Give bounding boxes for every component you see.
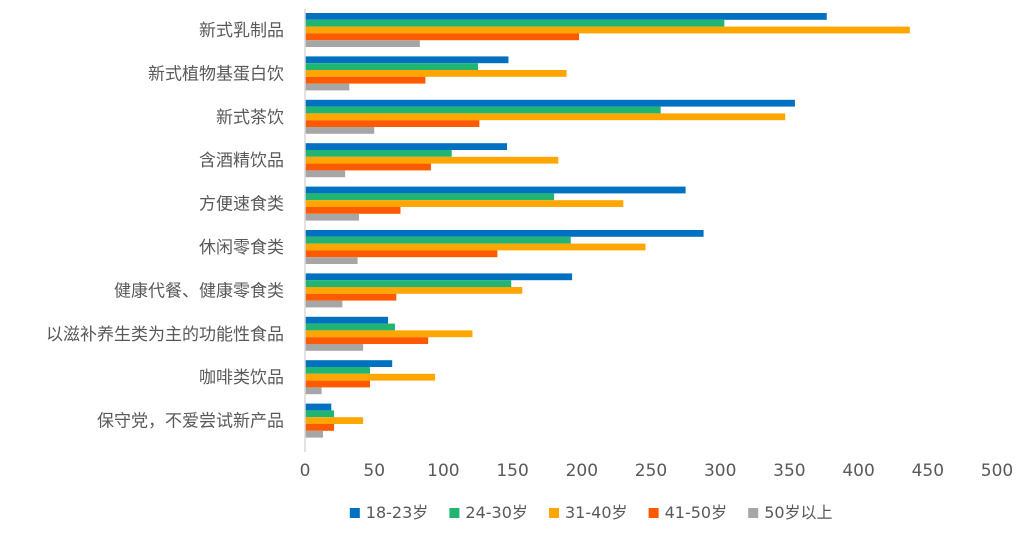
x-tick-label: 100	[427, 461, 459, 481]
legend-swatch	[648, 508, 659, 518]
x-tick-label: 50	[363, 461, 385, 481]
bar-1-8	[305, 316, 389, 324]
legend-label: 31-40岁	[565, 503, 628, 522]
category-label: 新式乳制品	[199, 21, 284, 41]
category-label: 方便速食类	[199, 195, 284, 215]
bar-3-9	[305, 373, 436, 381]
x-tick-label: 300	[704, 461, 736, 481]
legend-label: 41-50岁	[665, 503, 728, 522]
bar-3-3	[305, 113, 786, 121]
bar-5-9	[305, 387, 322, 395]
legend-label: 24-30岁	[465, 503, 528, 522]
legend: 18-23岁 24-30岁 31-40岁 41-50岁 50岁以上	[349, 503, 833, 522]
bar-2-8	[305, 323, 395, 331]
x-tick-label: 450	[912, 461, 944, 481]
bar-1-1	[305, 13, 827, 20]
category-label: 以滋补养生类为主的功能性食品	[46, 325, 284, 345]
bar-2-1	[305, 19, 725, 27]
bar-3-7	[305, 287, 523, 294]
bar-4-9	[305, 380, 371, 388]
x-tick-label: 200	[566, 461, 598, 481]
bar-2-2	[305, 63, 478, 70]
x-tick-label: 400	[842, 461, 874, 481]
bar-1-4	[305, 143, 508, 150]
y-axis-labels: 新式乳制品新式植物基蛋白饮新式茶饮含酒精饮品方便速食类休闲零食类健康代餐、健康零…	[46, 21, 284, 432]
category-label: 保守党，不爱尝试新产品	[97, 412, 284, 432]
bar-1-6	[305, 230, 704, 237]
legend-swatch	[349, 508, 360, 518]
bar-5-6	[305, 257, 358, 264]
legend-swatch	[748, 508, 759, 518]
bar-5-7	[305, 300, 343, 308]
bar-3-4	[305, 156, 559, 164]
bar-3-1	[305, 26, 910, 34]
bar-4-1	[305, 33, 580, 41]
bar-4-10	[305, 424, 335, 431]
category-label: 咖啡类饮品	[199, 368, 284, 388]
category-label: 健康代餐、健康零食类	[114, 281, 284, 301]
bar-3-5	[305, 200, 624, 207]
legend-swatch	[449, 508, 460, 518]
x-tick-label: 0	[300, 461, 311, 481]
bar-4-5	[305, 207, 401, 214]
bar-1-10	[305, 403, 332, 411]
bar-5-2	[305, 83, 350, 91]
bar-1-5	[305, 186, 686, 194]
bar-3-2	[305, 70, 567, 77]
bar-2-9	[305, 367, 371, 374]
bar-5-3	[305, 127, 375, 134]
bar-2-5	[305, 193, 555, 201]
bar-3-6	[305, 243, 646, 251]
bar-1-2	[305, 56, 509, 64]
x-tick-label: 150	[496, 461, 528, 481]
category-label: 含酒精饮品	[199, 151, 284, 171]
category-label: 新式植物基蛋白饮	[148, 64, 284, 84]
x-tick-label: 350	[773, 461, 805, 481]
bar-2-7	[305, 280, 512, 287]
bar-4-7	[305, 293, 397, 301]
bar-3-10	[305, 417, 364, 424]
category-label: 新式茶饮	[216, 108, 284, 128]
bar-4-3	[305, 120, 480, 127]
bar-5-10	[305, 430, 323, 438]
legend-label: 18-23岁	[366, 503, 429, 522]
legend-swatch	[549, 508, 559, 518]
x-tick-label: 250	[635, 461, 667, 481]
bar-5-5	[305, 213, 359, 221]
bar-2-10	[305, 410, 335, 418]
bar-3-8	[305, 330, 473, 338]
bar-4-4	[305, 163, 431, 171]
bar-1-7	[305, 273, 573, 281]
bar-4-6	[305, 250, 498, 258]
bar-2-6	[305, 236, 571, 244]
x-tick-label: 500	[981, 461, 1013, 481]
category-label: 休闲零食类	[199, 238, 284, 258]
bar-4-8	[305, 337, 429, 344]
bar-1-9	[305, 360, 393, 367]
bar-5-1	[305, 40, 420, 47]
bar-5-8	[305, 344, 364, 351]
x-axis-labels: 0 50 100 150 200 250 300 350 400 450 500	[300, 461, 1014, 481]
bar-5-4	[305, 170, 346, 178]
bar-2-3	[305, 106, 661, 114]
bars-layer	[305, 13, 910, 438]
legend-label: 50岁以上	[764, 503, 832, 522]
bar-1-3	[305, 99, 795, 107]
bar-2-4	[305, 150, 452, 157]
bar-4-2	[305, 76, 426, 84]
